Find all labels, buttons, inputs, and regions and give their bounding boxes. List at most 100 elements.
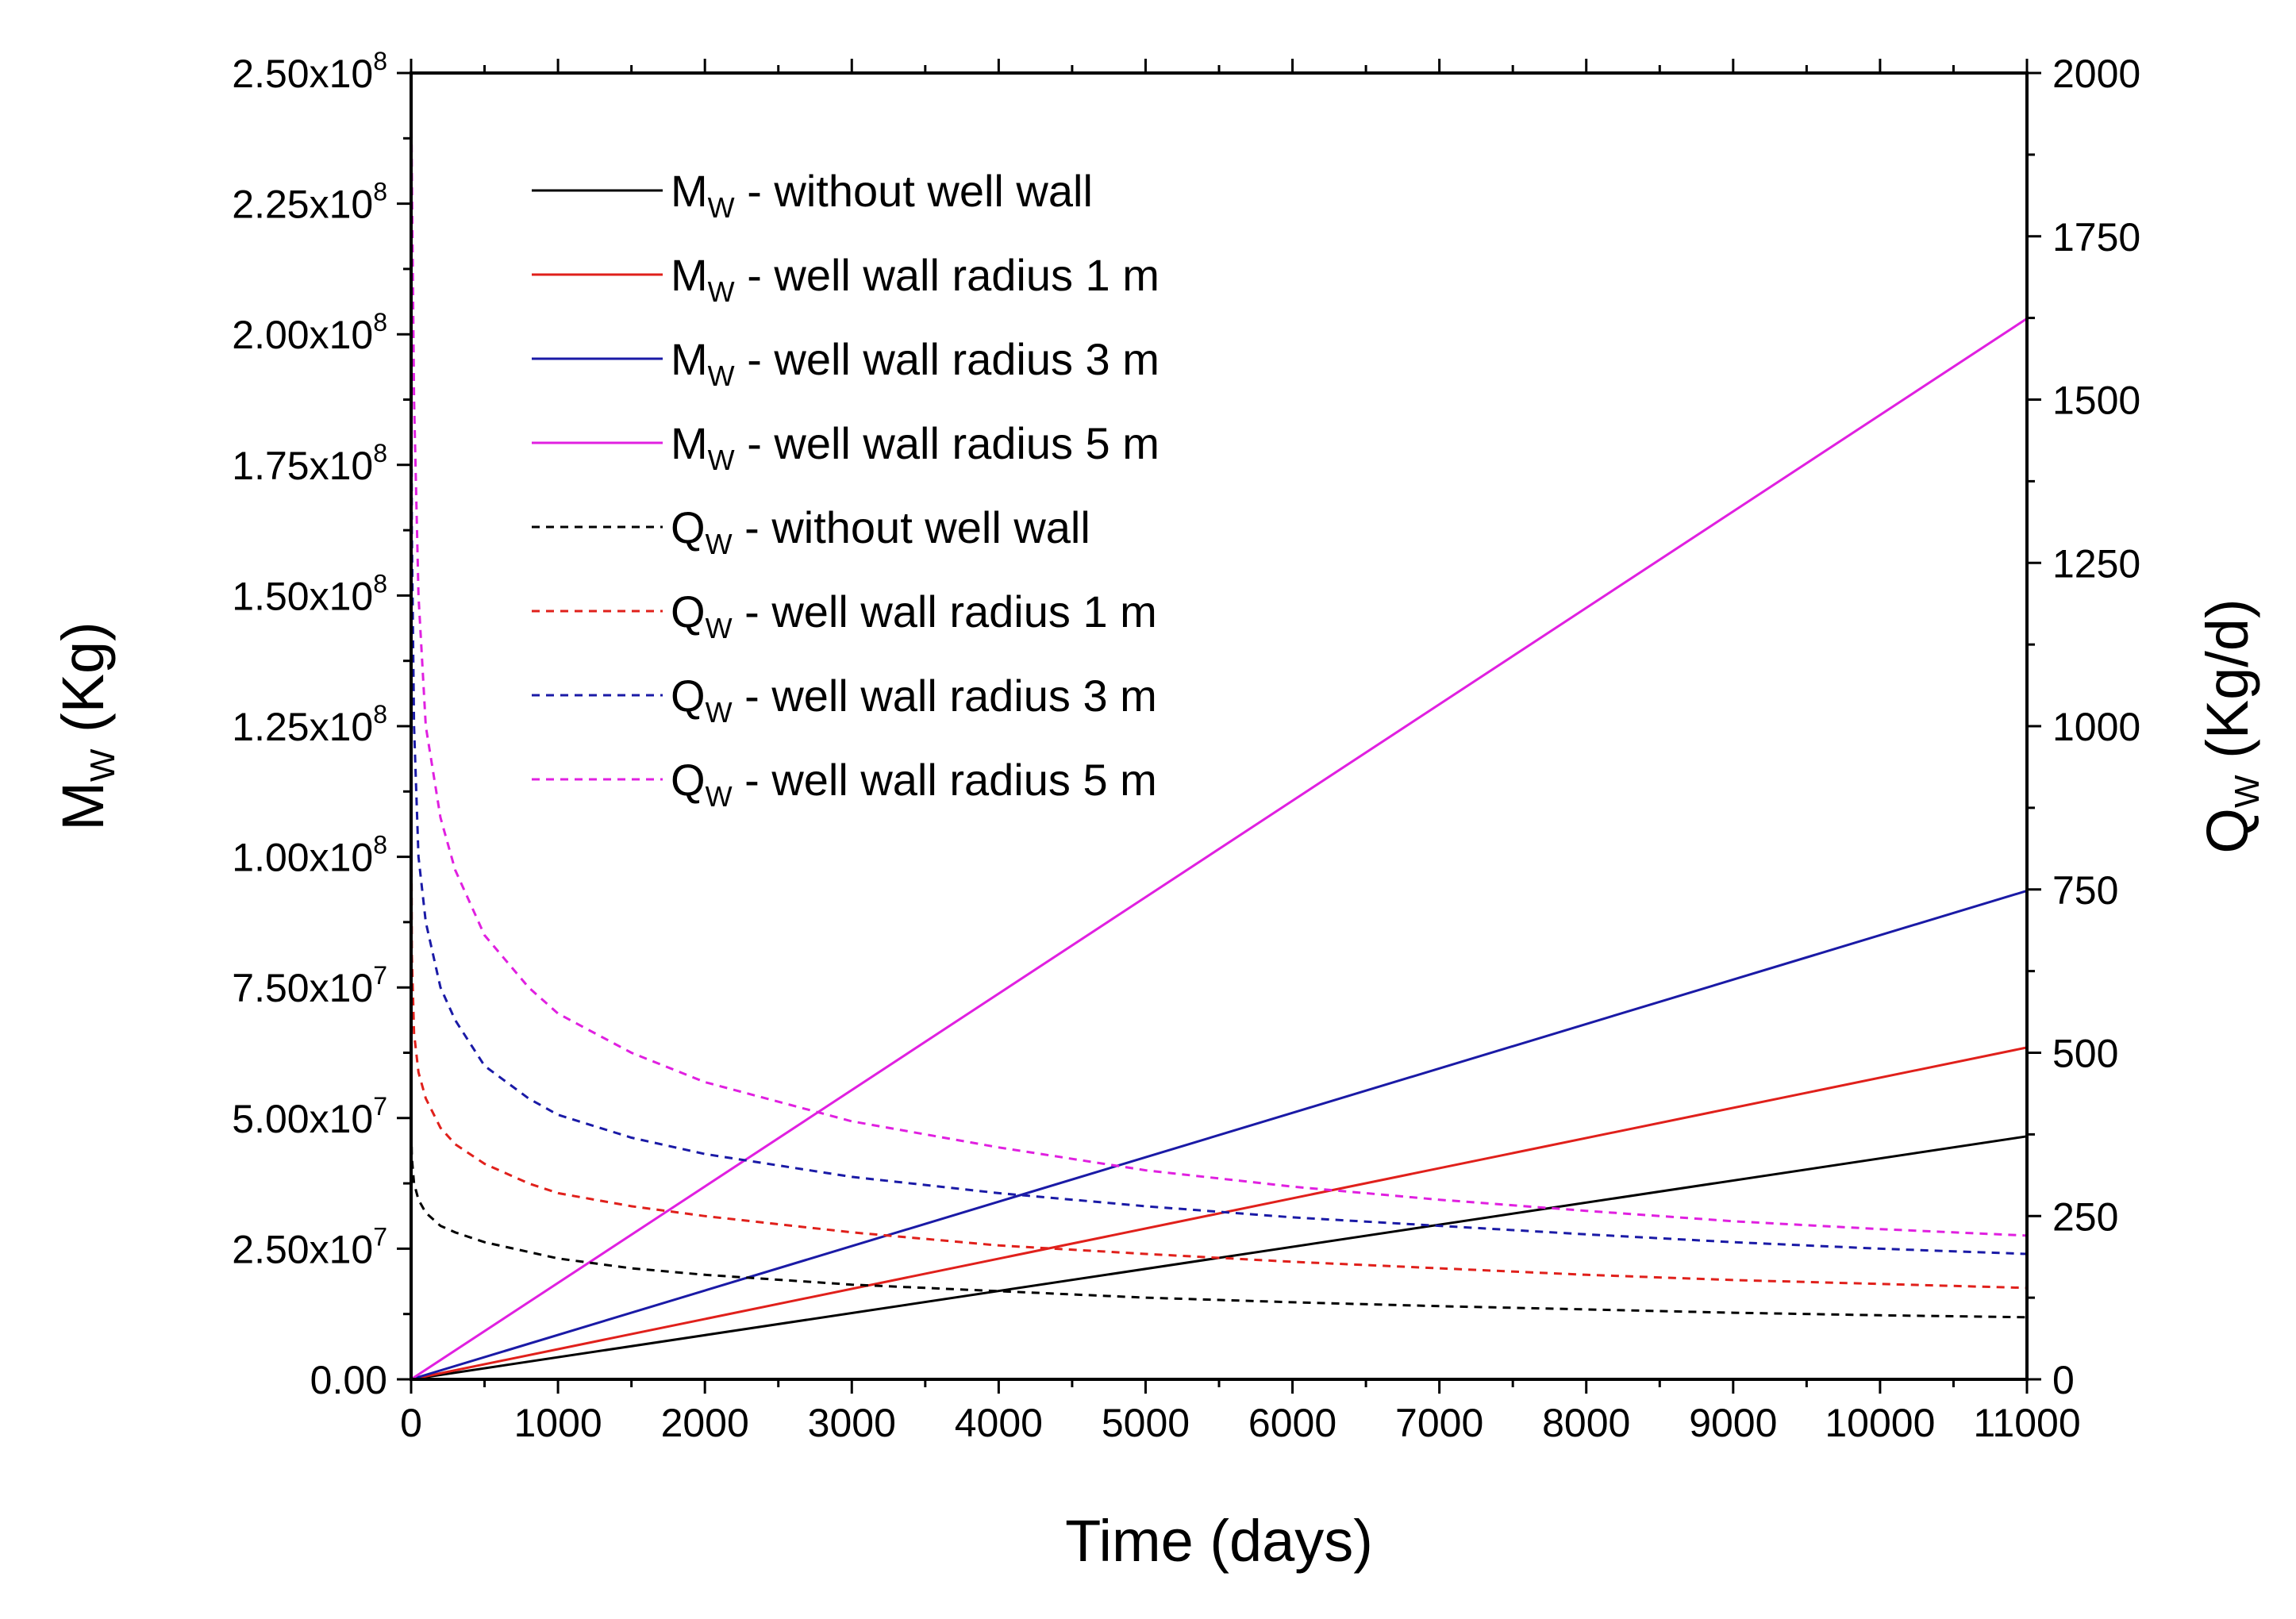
y-left-tick-mantissa: 1.00x10 xyxy=(232,836,373,880)
y-left-tick-label: 5.00x107 xyxy=(232,1092,387,1141)
series-line-mw-2 xyxy=(410,889,2028,1381)
y-left-title-unit: (Kg) xyxy=(50,621,116,748)
y-left-tick-label: 0.00 xyxy=(310,1358,387,1402)
x-tick-label: 11000 xyxy=(1973,1401,2080,1445)
y-right-tick-label: 0 xyxy=(2052,1358,2075,1402)
x-tick-label: 3000 xyxy=(808,1401,896,1445)
y-left-tick-exponent: 8 xyxy=(373,700,387,729)
legend-label-main: M xyxy=(671,418,708,468)
legend-label-sub: W xyxy=(706,612,733,644)
y-left-tick-mantissa: 1.50x10 xyxy=(232,574,373,618)
y-left-tick-mantissa: 1.25x10 xyxy=(232,705,373,749)
y-left-tick-label: 2.00x108 xyxy=(232,308,387,357)
y-left-tick-label: 2.50x108 xyxy=(232,47,387,96)
y-left-tick-mantissa: 2.00x10 xyxy=(232,313,373,357)
y-left-tick-mantissa: 2.25x10 xyxy=(232,183,373,227)
legend-label: MW - well wall radius 1 m xyxy=(671,250,1160,308)
y-left-tick-mantissa: 7.50x10 xyxy=(232,966,373,1010)
y-left-tick-exponent: 7 xyxy=(373,1092,387,1121)
legend-label-sub: W xyxy=(706,696,733,729)
legend-label-main: Q xyxy=(671,502,706,552)
y-left-tick-label: 2.50x107 xyxy=(232,1222,387,1271)
y-right-tick-label: 1250 xyxy=(2052,541,2140,586)
y-right-tick-label: 2000 xyxy=(2052,52,2140,96)
series-line-qw-7 xyxy=(410,72,2028,1237)
legend-label-main: M xyxy=(671,166,708,216)
y-right-tick-label: 750 xyxy=(2052,868,2118,913)
legend-label: MW - well wall radius 5 m xyxy=(671,418,1160,476)
legend-label-sub: W xyxy=(708,191,735,224)
y-left-tick-mantissa: 5.00x10 xyxy=(232,1097,373,1141)
legend-label: MW - well wall radius 3 m xyxy=(671,334,1160,392)
y-left-tick-label: 2.25x108 xyxy=(232,178,387,227)
y-right-tick-label: 1000 xyxy=(2052,705,2140,749)
legend-label: QW - well wall radius 5 m xyxy=(671,755,1157,813)
y-right-tick-label: 250 xyxy=(2052,1194,2118,1239)
legend-label-main: Q xyxy=(671,586,706,636)
y-left-tick-mantissa: 2.50x10 xyxy=(232,1227,373,1271)
legend-label-main: M xyxy=(671,250,708,300)
y-right-title-main: Q xyxy=(2194,808,2260,854)
y-right-tick-label: 1500 xyxy=(2052,379,2140,423)
y-left-tick-exponent: 7 xyxy=(373,961,387,990)
x-axis-title: Time (days) xyxy=(1065,1508,1373,1574)
y-left-tick-exponent: 8 xyxy=(373,308,387,336)
legend-label-rest: - well wall radius 1 m xyxy=(735,250,1160,300)
x-tick-label: 8000 xyxy=(1542,1401,1630,1445)
legend-label-rest: - without well wall xyxy=(735,166,1093,216)
x-tick-label: 9000 xyxy=(1689,1401,1777,1445)
x-tick-label: 6000 xyxy=(1248,1401,1336,1445)
x-tick-label: 0 xyxy=(400,1401,422,1445)
y-left-tick-exponent: 8 xyxy=(373,831,387,859)
legend-label-sub: W xyxy=(708,275,735,308)
legend-label-sub: W xyxy=(706,780,733,813)
series-line-mw-1 xyxy=(410,1046,2028,1381)
legend-label-rest: - well wall radius 5 m xyxy=(735,418,1160,468)
legend-label-main: Q xyxy=(671,671,706,721)
y-left-title-sub: W xyxy=(83,748,122,782)
x-tick-label: 1000 xyxy=(513,1401,602,1445)
series-line-qw-5 xyxy=(410,725,2028,1290)
y-left-axis-title: MW (Kg) xyxy=(50,621,122,831)
legend-label-sub: W xyxy=(708,444,735,476)
y-right-title-sub: W xyxy=(2228,775,2267,808)
y-left-tick-exponent: 8 xyxy=(373,569,387,598)
y-left-tick-label: 1.25x108 xyxy=(232,700,387,749)
legend-label-rest: - well wall radius 5 m xyxy=(733,755,1157,805)
x-tick-label: 4000 xyxy=(955,1401,1043,1445)
y-left-title-main: M xyxy=(50,782,116,831)
y-left-tick-label: 7.50x107 xyxy=(232,961,387,1010)
legend-label-rest: - well wall radius 3 m xyxy=(733,671,1157,721)
series-line-qw-4 xyxy=(410,1117,2028,1319)
y-left-tick-exponent: 8 xyxy=(373,178,387,206)
legend-label: MW - without well wall xyxy=(671,166,1093,224)
legend-label-rest: - without well wall xyxy=(733,502,1090,552)
series-layer xyxy=(410,72,2028,1381)
y-left-tick-exponent: 7 xyxy=(373,1222,387,1251)
ticks-layer: 0 1000 2000 3000 4000 5000 6000 7000 8000 9000 100… xyxy=(232,47,2140,1445)
y-left-tick-exponent: 8 xyxy=(373,47,387,75)
series-line-mw-3 xyxy=(410,317,2028,1381)
y-left-tick-exponent: 8 xyxy=(373,439,387,467)
legend-label-main: Q xyxy=(671,755,706,805)
y-left-tick-label: 1.50x108 xyxy=(232,569,387,618)
legend-label-sub: W xyxy=(706,528,733,560)
y-right-title-unit: (Kg/d) xyxy=(2194,598,2260,775)
x-tick-label: 7000 xyxy=(1395,1401,1483,1445)
y-right-tick-label: 500 xyxy=(2052,1032,2118,1076)
y-left-tick-label: 1.75x108 xyxy=(232,439,387,488)
x-tick-label: 5000 xyxy=(1102,1401,1190,1445)
legend-label-main: M xyxy=(671,334,708,384)
y-left-tick-mantissa: 1.75x10 xyxy=(232,444,373,488)
y-left-tick-mantissa: 0.00 xyxy=(310,1358,387,1402)
x-tick-label: 2000 xyxy=(661,1401,749,1445)
y-right-axis-title: QW (Kg/d) xyxy=(2194,598,2267,853)
legend-label: QW - without well wall xyxy=(671,502,1090,560)
y-left-tick-label: 1.00x108 xyxy=(232,831,387,880)
x-tick-label: 10000 xyxy=(1825,1401,1935,1445)
legend-label-rest: - well wall radius 1 m xyxy=(733,586,1157,636)
legend-label: QW - well wall radius 1 m xyxy=(671,586,1157,644)
